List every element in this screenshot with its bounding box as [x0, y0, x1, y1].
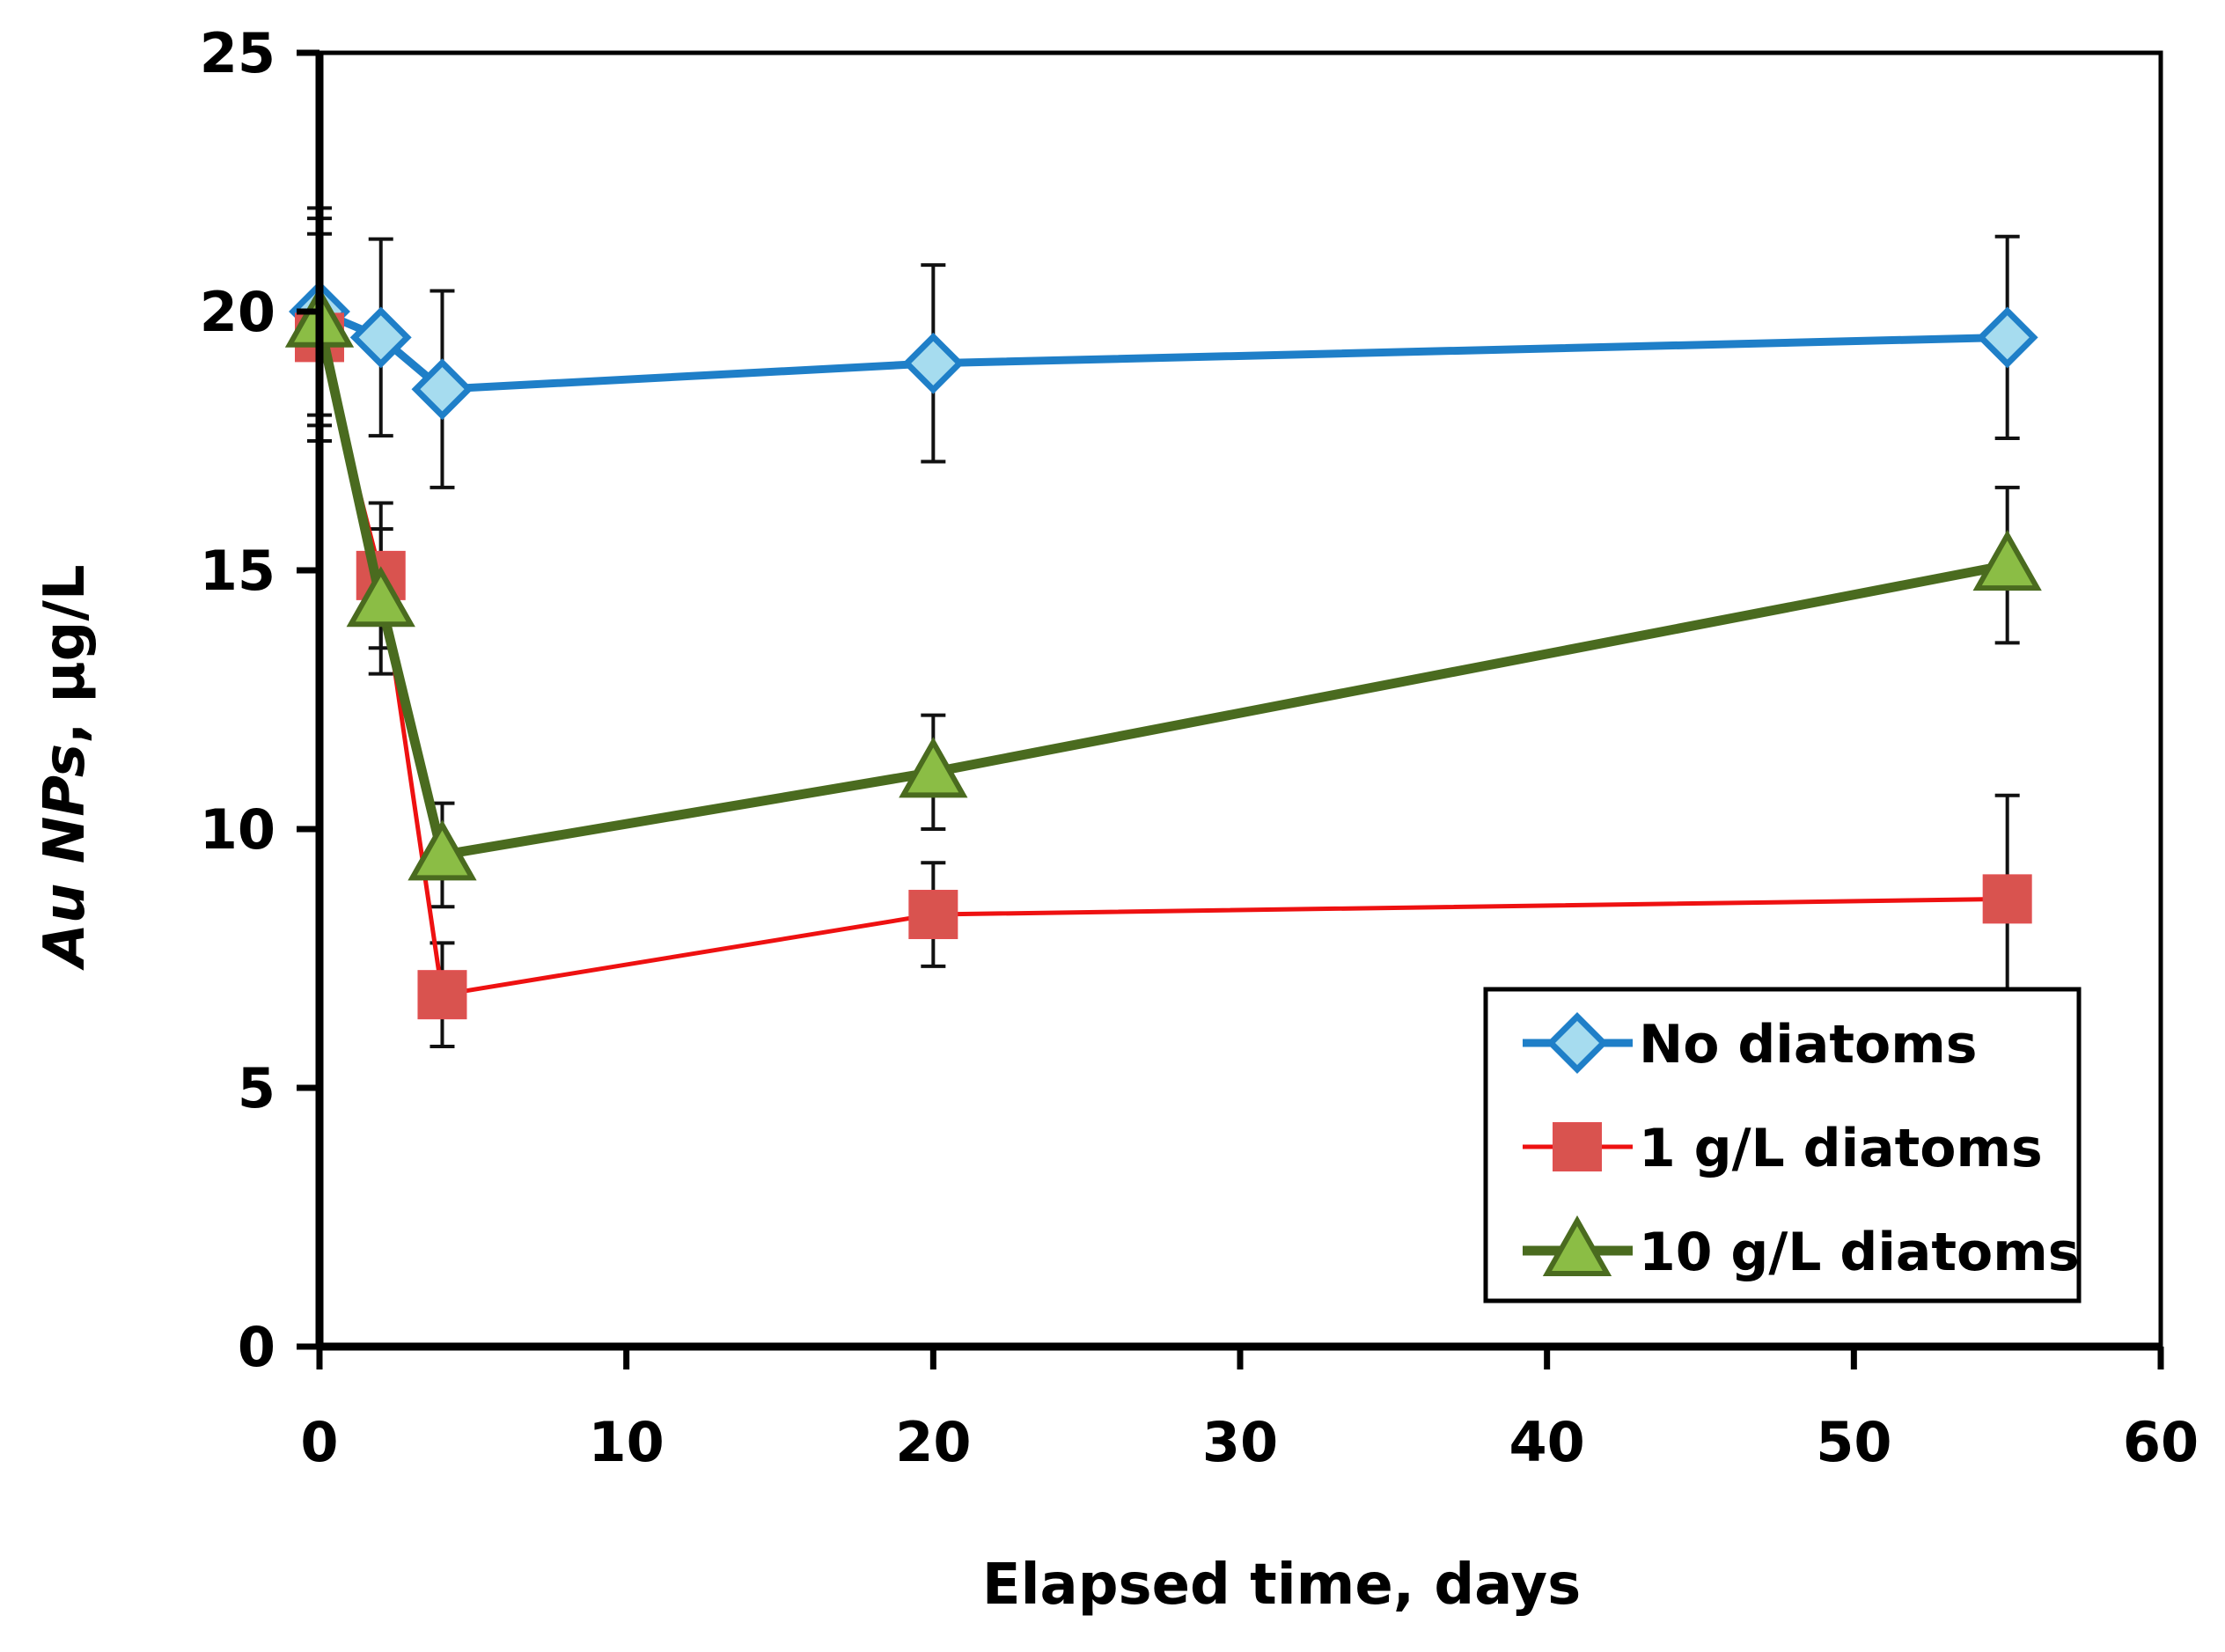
data-point [899, 737, 968, 798]
data-point [411, 358, 474, 421]
x-tick-label: 0 [300, 1410, 338, 1474]
x-tick-label: 30 [1202, 1410, 1278, 1474]
error-bars-no-diatoms [307, 206, 2020, 489]
legend-label: No diatoms [1639, 1014, 1977, 1076]
series-line [314, 320, 2008, 860]
x-axis-label: Elapsed time, days [982, 1553, 1581, 1618]
diamond-marker-icon [1546, 1012, 1608, 1074]
x-tick-label: 20 [895, 1410, 971, 1474]
legend-item: 1 g/L diatoms [1523, 1118, 2043, 1179]
data-point [346, 566, 415, 628]
series-10-g-l-diatoms [284, 286, 2042, 881]
legend-item: 10 g/L diatoms [1523, 1215, 2080, 1283]
y-tick-label: 10 [200, 797, 275, 862]
data-point [908, 890, 958, 940]
series-line [318, 307, 2008, 393]
data-point [408, 819, 477, 881]
y-tick-label: 0 [238, 1315, 275, 1379]
x-tick-label: 60 [2123, 1410, 2199, 1474]
series-1-g-l-diatoms [295, 312, 2032, 1020]
data-point [417, 970, 467, 1020]
x-tick-label: 50 [1816, 1410, 1891, 1474]
legend-label: 1 g/L diatoms [1639, 1118, 2043, 1179]
y-axis-label: Au NPs, µg/L [33, 564, 98, 971]
x-tick-label: 10 [589, 1410, 665, 1474]
y-tick-label: 5 [238, 1056, 275, 1120]
data-point [1982, 874, 2032, 924]
x-tick-label: 40 [1509, 1410, 1585, 1474]
legend: No diatoms 1 g/L diatoms 10 g/L diatoms [1483, 987, 2082, 1303]
legend-label: 10 g/L diatoms [1639, 1222, 2080, 1283]
series-no-diatoms [289, 281, 2038, 421]
legend-item: No diatoms [1523, 1012, 1977, 1076]
y-tick-label: 25 [200, 21, 275, 85]
error-bars-10-g-l-diatoms [307, 217, 2020, 909]
y-tick-label: 15 [200, 539, 275, 603]
y-tick-label: 20 [200, 280, 275, 344]
triangle-marker-icon [1542, 1215, 1612, 1276]
data-point [1972, 530, 2042, 591]
square-marker-icon [1553, 1122, 1602, 1171]
data-point [349, 306, 412, 369]
y-axis-label-units: , µg/L [33, 564, 98, 744]
y-axis-label-italic: Au NPs [33, 744, 98, 972]
plot-area [284, 206, 2042, 1048]
data-point [902, 332, 965, 394]
data-point [1976, 306, 2038, 369]
axes: 0 5 10 15 20 25 0 10 20 30 40 50 60 [200, 21, 2199, 1474]
series-line [317, 336, 2008, 997]
